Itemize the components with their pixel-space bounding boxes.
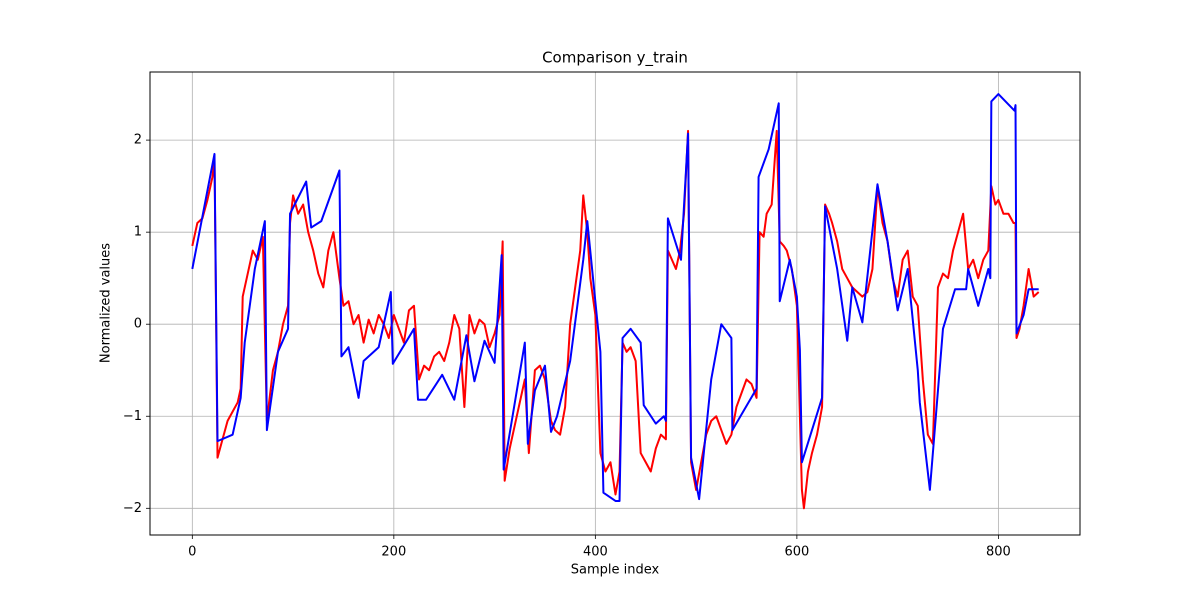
y-tick-label: 1 [134, 225, 142, 240]
x-axis-label: Sample index [571, 563, 660, 578]
x-tick-label: 200 [381, 545, 406, 560]
grid [150, 72, 1080, 535]
y-tick-label: −2 [123, 501, 142, 516]
chart-title: Comparison y_train [542, 49, 688, 68]
ticks: 0 200 400 600 800 −2 −1 0 1 2 [123, 133, 1011, 560]
x-tick-label: 800 [986, 545, 1011, 560]
y-axis-label: Normalized values [99, 243, 114, 363]
data-line [191, 93, 1039, 502]
x-tick-label: 400 [583, 545, 608, 560]
x-tick-label: 600 [784, 545, 809, 560]
y-tick-label: −1 [123, 409, 142, 424]
data-line [191, 129, 1040, 510]
y-tick-label: 2 [134, 133, 142, 148]
x-tick-label: 0 [188, 545, 196, 560]
y-tick-label: 0 [134, 317, 142, 332]
axes-frame [149, 71, 1081, 536]
plot-area [191, 93, 1040, 510]
